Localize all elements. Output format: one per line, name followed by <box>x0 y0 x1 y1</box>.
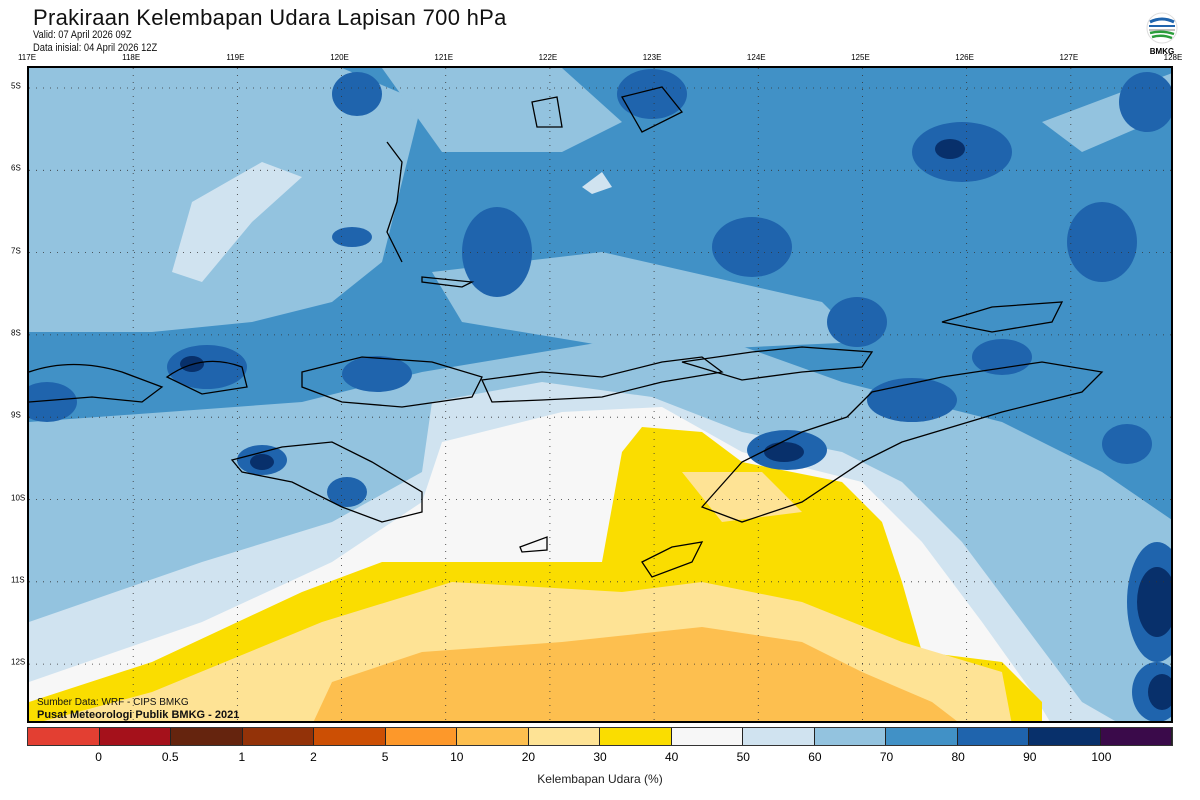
colorbar-segment <box>743 728 815 745</box>
colorbar-tick-label: 50 <box>736 750 750 764</box>
colorbar-tick-label: 1 <box>238 750 246 764</box>
initial-data-time: Data inisial: 04 April 2026 12Z <box>33 42 158 54</box>
colorbar-segment <box>1029 728 1101 745</box>
band-90-100 <box>180 139 1171 710</box>
colorbar-tick-label: 10 <box>450 750 464 764</box>
longitude-label: 127E <box>1059 53 1079 62</box>
colorbar-segment <box>99 728 171 745</box>
colorbar-tick-label: 60 <box>808 750 822 764</box>
colorbar-tick-label: 0.5 <box>161 750 179 764</box>
colorbar-tick-label: 100 <box>1091 750 1112 764</box>
longitude-label: 126E <box>955 53 974 62</box>
data-source: Sumber Data: WRF - CIPS BMKG <box>37 697 189 708</box>
colorbar-tick-label: 70 <box>879 750 894 764</box>
valid-time: Valid: 07 April 2026 09Z <box>33 29 132 41</box>
coastlines <box>29 86 1104 578</box>
colorbar-segment <box>171 728 243 745</box>
colorbar-segment <box>886 728 958 745</box>
bmkg-logo-icon <box>1146 12 1178 44</box>
longitude-label: 121E <box>434 53 454 62</box>
colorbar-tick-label: 40 <box>664 750 679 764</box>
latitude-label: 7S <box>11 246 21 256</box>
bmkg-logo: BMKG <box>1145 12 1179 56</box>
longitude-label: 125E <box>851 53 870 62</box>
colorbar-tick-label: 20 <box>521 750 536 764</box>
humidity-map[interactable] <box>27 66 1173 723</box>
map-title: Prakiraan Kelembapan Udara Lapisan 700 h… <box>33 5 507 30</box>
longitude-label: 122E <box>538 53 558 62</box>
latitude-label: 9S <box>11 410 21 420</box>
colorbar-segment <box>528 728 600 745</box>
colorbar-tick-label: 80 <box>951 750 965 764</box>
colorbar-segment <box>28 728 100 745</box>
latitude-label: 5S <box>11 81 21 91</box>
humidity-field <box>29 68 1171 721</box>
longitude-label: 117E <box>17 53 37 62</box>
band-10-20 <box>313 627 957 721</box>
longitude-label: 118E <box>122 53 141 62</box>
latitude-label: 11S <box>11 575 25 585</box>
colorbar-tick-label: 5 <box>381 750 389 764</box>
latitude-label: 10S <box>11 493 26 502</box>
longitude-label: 128E <box>1163 53 1183 62</box>
colorbar-tick-label: 2 <box>310 750 317 764</box>
latitude-label: 8S <box>11 328 21 338</box>
credit: Pusat Meteorologi Publik BMKG - 2021 <box>37 709 240 721</box>
longitude-label: 120E <box>330 53 349 62</box>
colorbar-segment <box>314 728 386 745</box>
longitude-label: 119E <box>226 53 245 62</box>
colorbar-segment <box>385 728 457 745</box>
colorbar-tick-label: 90 <box>1023 750 1037 764</box>
colorbar-segment <box>242 728 314 745</box>
colorbar-label: Kelembapan Udara (%) <box>537 772 663 786</box>
latitude-label: 12S <box>11 657 26 667</box>
colorbar-segment <box>814 728 886 745</box>
colorbar-tick-label: 30 <box>593 750 607 764</box>
colorbar-segment <box>457 728 529 745</box>
colorbar <box>27 727 1173 746</box>
colorbar-segment <box>1100 728 1172 745</box>
colorbar-segment <box>957 728 1029 745</box>
longitude-label: 123E <box>642 53 662 62</box>
colorbar-segment <box>671 728 743 745</box>
colorbar-tick-label: 0 <box>95 750 102 764</box>
longitude-label: 124E <box>746 53 766 62</box>
logo-text: BMKG <box>1149 47 1175 56</box>
colorbar-segment <box>600 728 672 745</box>
latitude-label: 6S <box>11 163 21 173</box>
